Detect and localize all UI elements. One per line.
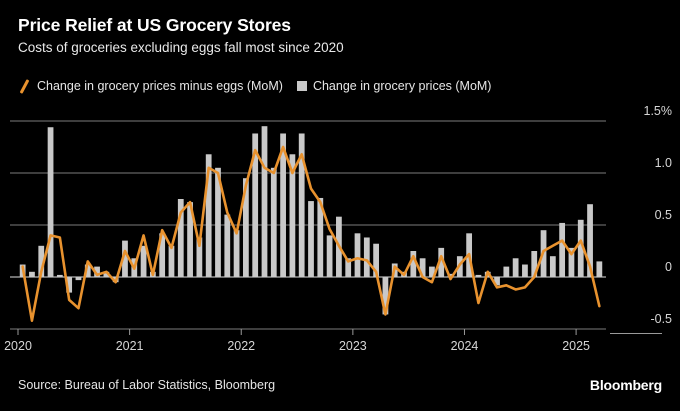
bar [187,202,193,277]
chart-legend: Change in grocery prices minus eggs (MoM… [18,79,491,93]
legend-item-line: Change in grocery prices minus eggs (MoM… [18,79,283,93]
bar [196,237,203,277]
bar [429,266,435,277]
bar [522,264,528,277]
chart-title: Price Relief at US Grocery Stores [18,15,291,35]
footer-divider [610,333,662,334]
bar [568,247,575,277]
chart-header: Price Relief at US Grocery Stores Costs … [18,14,662,57]
bar [47,127,54,278]
bar [270,167,277,277]
square-swatch-icon [296,81,307,91]
bar [224,214,231,277]
bar [596,261,603,277]
bar [326,235,333,277]
bar [289,154,296,277]
chart-subtitle: Costs of groceries excluding eggs fall m… [18,40,344,55]
bar [317,197,324,277]
bar [503,266,510,277]
bar [84,264,91,277]
bar [252,133,259,277]
bar [419,258,426,277]
bar [354,233,361,277]
brand-logo: Bloomberg [589,377,662,393]
bar [122,240,128,277]
x-axis-ticks [17,329,577,335]
bar [559,222,566,277]
source-note: Source: Bureau of Labor Statistics, Bloo… [18,378,276,392]
bar [233,230,240,277]
bar [38,245,45,277]
bar [243,178,249,277]
bar [447,273,454,277]
bar [205,154,212,277]
legend-label-line: Change in grocery prices minus eggs (MoM… [37,79,283,93]
bar [494,277,500,286]
y-tick-label: 0.5 [654,208,672,222]
y-tick-label: 0 [665,260,672,274]
chart-svg [10,120,606,335]
bar [382,277,389,315]
x-tick-label-2020: 2020 [4,339,32,353]
bar [66,277,73,293]
bar [29,271,35,277]
line-slash-icon [18,80,31,93]
bar [298,133,305,277]
line-series [21,145,601,322]
bar [512,258,519,277]
bar [177,199,184,277]
bar [56,274,63,277]
bar [373,243,379,277]
gridlines [10,120,606,330]
x-tick-label-2025: 2025 [562,339,590,353]
bar [168,245,175,277]
bar [577,219,584,277]
bar [280,133,286,277]
bar [215,167,221,277]
bar [159,233,166,277]
legend-label-bar: Change in grocery prices (MoM) [312,79,492,93]
bar [103,271,110,277]
x-tick-label-2024: 2024 [450,339,479,353]
bar [410,251,417,277]
y-tick-label: 1.0 [654,156,672,170]
y-tick-label: -0.5 [650,312,672,326]
y-tick-label: 1.5% [643,104,673,118]
bar [587,204,593,277]
bar [363,237,370,277]
x-tick-label-2023: 2023 [338,339,367,353]
legend-item-bar: Change in grocery prices (MoM) [296,79,492,93]
x-tick-label-2022: 2022 [227,339,256,353]
bar [475,274,482,277]
bar [261,126,268,277]
bar [438,247,445,277]
plot-area [0,104,680,344]
bar [94,266,100,277]
x-tick-label-2021: 2021 [115,339,144,353]
bar [75,277,82,281]
bar-series [19,126,603,315]
bar [531,251,538,277]
bar [140,245,147,277]
bar [549,256,556,277]
bar [345,258,352,277]
bar [308,201,314,277]
